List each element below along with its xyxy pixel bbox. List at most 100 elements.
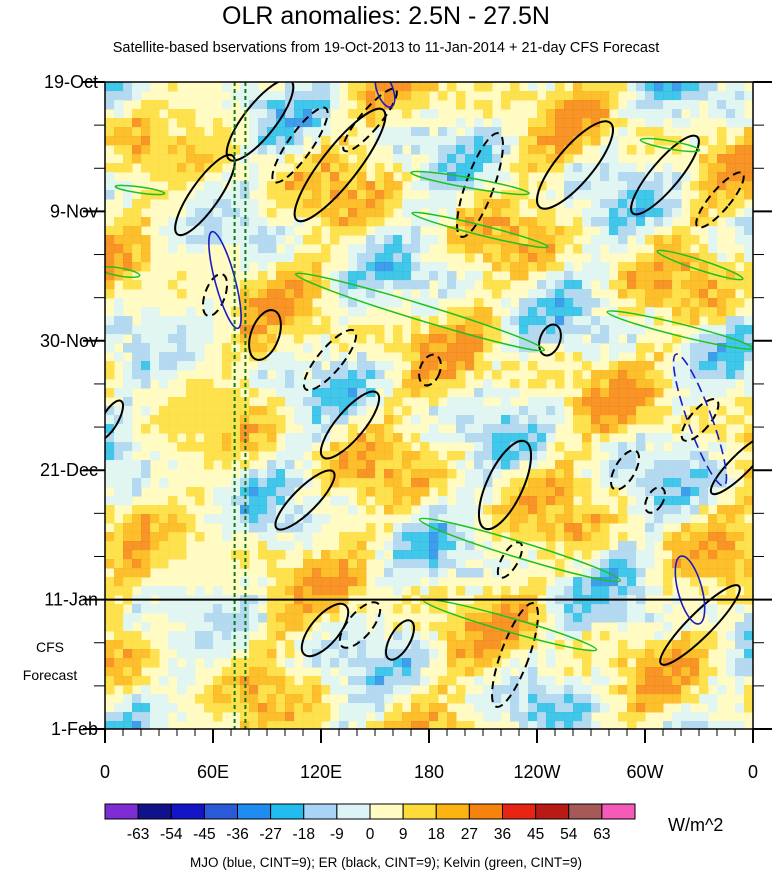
anomaly-cell (465, 622, 475, 632)
anomaly-cell (636, 397, 646, 407)
anomaly-cell (258, 253, 268, 263)
anomaly-cell (123, 667, 133, 677)
anomaly-cell (726, 91, 736, 101)
anomaly-cell (285, 361, 295, 371)
anomaly-cell (591, 406, 601, 416)
anomaly-cell (681, 415, 691, 425)
anomaly-cell (231, 388, 241, 398)
anomaly-cell (303, 577, 313, 587)
anomaly-cell (375, 370, 385, 380)
anomaly-cell (285, 109, 295, 119)
anomaly-cell (582, 577, 592, 587)
anomaly-cell (456, 370, 466, 380)
anomaly-cell (501, 676, 511, 686)
anomaly-cell (654, 217, 664, 227)
anomaly-cell (645, 145, 655, 155)
anomaly-cell (195, 640, 205, 650)
anomaly-cell (474, 469, 484, 479)
anomaly-cell (141, 424, 151, 434)
anomaly-cell (168, 244, 178, 254)
anomaly-cell (609, 487, 619, 497)
anomaly-cell (393, 388, 403, 398)
colorbar-swatch (435, 803, 470, 820)
anomaly-cell (573, 289, 583, 299)
anomaly-cell (321, 82, 331, 92)
anomaly-cell (717, 325, 727, 335)
anomaly-cell (231, 694, 241, 704)
anomaly-cell (258, 145, 268, 155)
anomaly-cell (717, 334, 727, 344)
anomaly-cell (114, 613, 124, 623)
kelvin-contour (114, 184, 166, 196)
anomaly-cell (177, 604, 187, 614)
anomaly-cell (375, 226, 385, 236)
anomaly-cell (609, 685, 619, 695)
anomaly-cell (717, 523, 727, 533)
anomaly-cell (231, 199, 241, 209)
anomaly-cell (681, 307, 691, 317)
anomaly-cell (582, 523, 592, 533)
anomaly-cell (708, 109, 718, 119)
anomaly-cell (186, 217, 196, 227)
anomaly-cell (726, 631, 736, 641)
anomaly-cell (384, 82, 394, 92)
anomaly-cell (681, 721, 691, 729)
anomaly-cell (429, 370, 439, 380)
anomaly-cell (501, 487, 511, 497)
anomaly-cell (186, 514, 196, 524)
anomaly-cell (123, 559, 133, 569)
anomaly-cell (240, 721, 250, 729)
anomaly-cell (402, 100, 412, 110)
anomaly-cell (357, 172, 367, 182)
anomaly-cell (744, 172, 753, 182)
anomaly-cell (204, 442, 214, 452)
anomaly-cell (321, 208, 331, 218)
anomaly-cell (267, 442, 277, 452)
anomaly-cell (339, 208, 349, 218)
anomaly-cell (519, 424, 529, 434)
anomaly-cell (735, 82, 745, 92)
anomaly-cell (744, 388, 753, 398)
anomaly-cell (168, 217, 178, 227)
anomaly-cell (420, 379, 430, 389)
kelvin-contour (410, 170, 530, 196)
anomaly-cell (708, 721, 718, 729)
anomaly-cell (528, 424, 538, 434)
anomaly-cell (600, 154, 610, 164)
anomaly-cell (483, 631, 493, 641)
anomaly-cell (609, 280, 619, 290)
y-tick-label: 9-Nov (50, 201, 98, 221)
anomaly-cell (564, 271, 574, 281)
anomaly-cell (564, 289, 574, 299)
anomaly-cell (744, 406, 753, 416)
anomaly-cell (726, 379, 736, 389)
anomaly-cell (186, 442, 196, 452)
anomaly-cell (177, 631, 187, 641)
anomaly-cell (690, 361, 700, 371)
anomaly-cell (681, 289, 691, 299)
anomaly-cell (717, 280, 727, 290)
anomaly-cell (294, 469, 304, 479)
anomaly-cell (312, 325, 322, 335)
anomaly-cell (492, 433, 502, 443)
anomaly-cell (465, 478, 475, 488)
anomaly-cell (528, 469, 538, 479)
anomaly-cell (375, 199, 385, 209)
anomaly-cell (222, 622, 232, 632)
anomaly-cell (105, 460, 115, 470)
anomaly-cell (690, 577, 700, 587)
anomaly-cell (690, 649, 700, 659)
anomaly-cell (393, 442, 403, 452)
anomaly-cell (717, 424, 727, 434)
anomaly-cell (186, 145, 196, 155)
anomaly-cell (384, 433, 394, 443)
anomaly-cell (654, 532, 664, 542)
anomaly-cell (384, 685, 394, 695)
anomaly-cell (312, 568, 322, 578)
anomaly-cell (699, 604, 709, 614)
anomaly-cell (375, 442, 385, 452)
anomaly-cell (303, 280, 313, 290)
anomaly-cell (393, 676, 403, 686)
anomaly-cell (672, 694, 682, 704)
anomaly-cell (114, 388, 124, 398)
